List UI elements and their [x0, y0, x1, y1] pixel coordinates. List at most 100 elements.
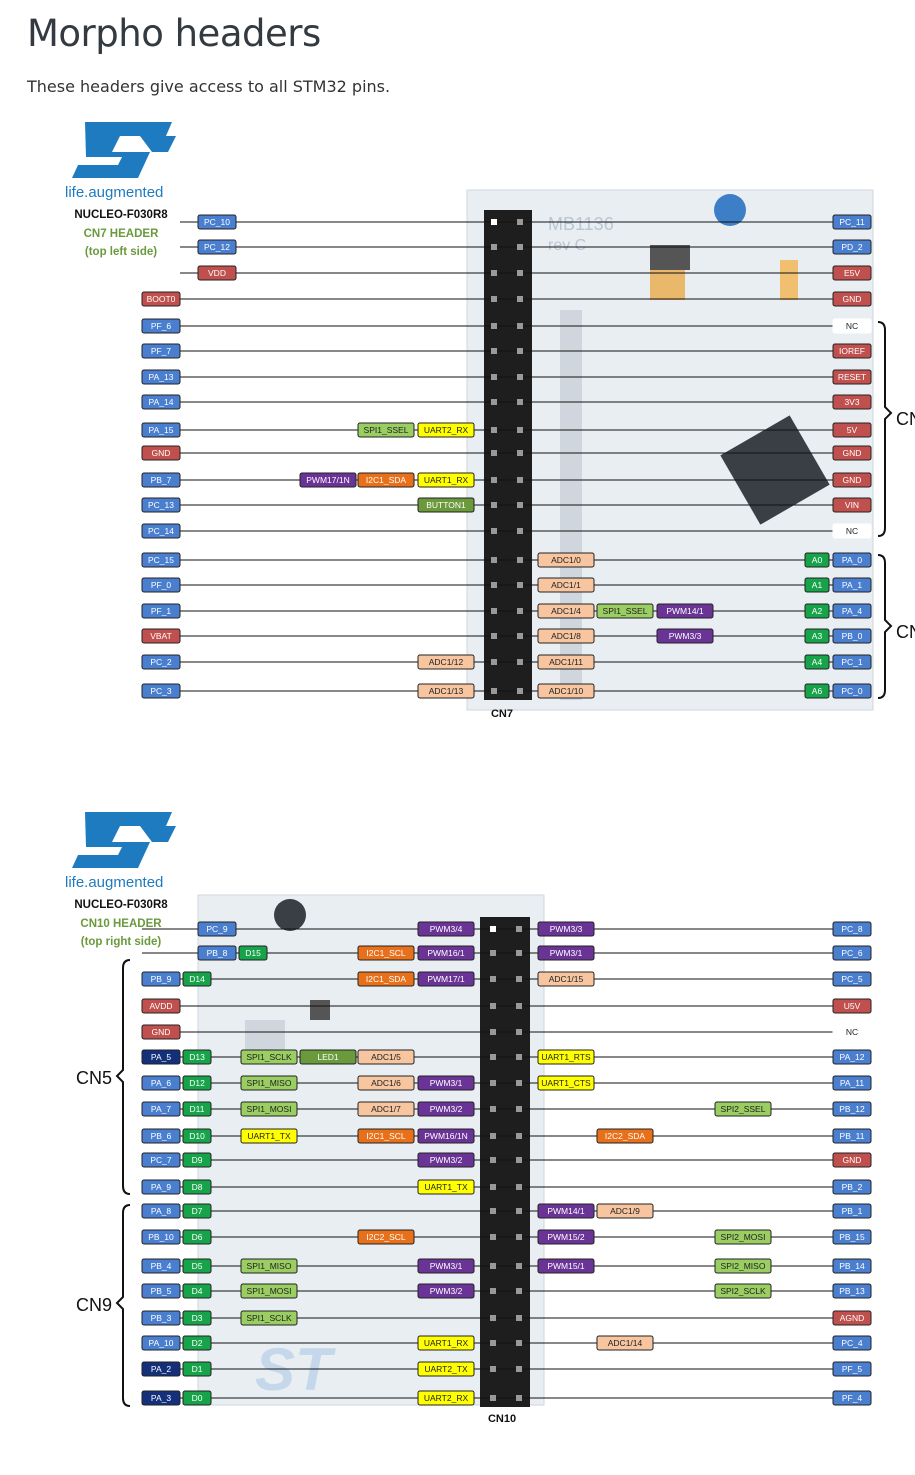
pin-label-reset: RESET: [832, 369, 872, 385]
pin-label-pwm3-1: PWM3/1: [417, 1258, 475, 1274]
svg-text:SPI1_SSEL: SPI1_SSEL: [364, 425, 409, 435]
board-name: NUCLEO-F030R8: [74, 899, 168, 911]
svg-text:PB_6: PB_6: [151, 1131, 172, 1141]
pin: [516, 1106, 522, 1112]
svg-text:D14: D14: [189, 974, 205, 984]
pin: [490, 950, 496, 956]
pin-label-adc1-8: ADC1/8: [537, 628, 595, 644]
pin-label-pa-13: PA_13: [141, 369, 181, 385]
pin-label-pc-1: PC_1: [832, 654, 872, 670]
bracket-label-bottom: CN: [896, 622, 915, 642]
svg-text:I2C1_SDA: I2C1_SDA: [366, 475, 406, 485]
pin-label-a6: A6: [804, 683, 830, 699]
pin: [517, 270, 523, 276]
connector-label: CN10: [488, 1413, 516, 1425]
svg-text:PF_7: PF_7: [151, 346, 172, 356]
pin: [491, 296, 497, 302]
pin-label-pc-10: PC_10: [197, 214, 237, 230]
svg-text:ADC1/9: ADC1/9: [610, 1206, 640, 1216]
header-title: CN7 HEADER: [84, 228, 159, 240]
svg-text:IOREF: IOREF: [839, 346, 865, 356]
pin-label-u5v: U5V: [832, 998, 872, 1014]
pin-label-a3: A3: [804, 628, 830, 644]
svg-text:SPI1_MOSI: SPI1_MOSI: [247, 1104, 292, 1114]
svg-text:D1: D1: [192, 1364, 203, 1374]
svg-text:UART2_RX: UART2_RX: [424, 1393, 469, 1403]
svg-text:PF_1: PF_1: [151, 606, 172, 616]
pin: [490, 1366, 496, 1372]
pin: [490, 926, 496, 932]
svg-text:PWM17/1N: PWM17/1N: [306, 475, 349, 485]
pin-label-pwm16-1n: PWM16/1N: [417, 1128, 475, 1144]
pin-label-pa-9: PA_9: [141, 1179, 181, 1195]
pin-label-pb-6: PB_6: [141, 1128, 181, 1144]
pin-label-pb-2: PB_2: [832, 1179, 872, 1195]
pin-label-adc1-4: ADC1/4: [537, 603, 595, 619]
pin-label-pb-11: PB_11: [832, 1128, 872, 1144]
svg-text:GND: GND: [152, 448, 171, 458]
pin-label-pd-2: PD_2: [832, 239, 872, 255]
pin-label-adc1-10: ADC1/10: [537, 683, 595, 699]
pin-label-pc-14: PC_14: [141, 523, 181, 539]
svg-text:A0: A0: [812, 555, 823, 565]
pin: [516, 1157, 522, 1163]
bracket-top: [877, 321, 893, 537]
pin-label-e5v: E5V: [832, 265, 872, 281]
pin-label-pa-12: PA_12: [832, 1049, 872, 1065]
svg-text:PC_3: PC_3: [150, 686, 172, 696]
pin-label-nc: NC: [832, 1024, 872, 1040]
page-title: Morpho headers: [27, 12, 321, 55]
svg-text:ADC1/15: ADC1/15: [549, 974, 584, 984]
pin-label-uart2-tx: UART2_TX: [417, 1361, 475, 1377]
pin-label-pwm3-3: PWM3/3: [656, 628, 714, 644]
pin-label-pa-15: PA_15: [141, 422, 181, 438]
pin-label-a2: A2: [804, 603, 830, 619]
svg-text:A2: A2: [812, 606, 823, 616]
pin: [490, 1080, 496, 1086]
pin-label-pc-5: PC_5: [832, 971, 872, 987]
svg-text:PA_15: PA_15: [149, 425, 174, 435]
pin: [516, 1184, 522, 1190]
pin-label-pf-6: PF_6: [141, 318, 181, 334]
pin-label-a4: A4: [804, 654, 830, 670]
svg-text:PA_12: PA_12: [840, 1052, 865, 1062]
pin: [491, 219, 497, 225]
pin: [491, 348, 497, 354]
svg-text:PC_15: PC_15: [148, 555, 174, 565]
pin-label-pb-12: PB_12: [832, 1101, 872, 1117]
pin: [490, 1208, 496, 1214]
svg-text:PC_11: PC_11: [839, 217, 865, 227]
svg-text:D8: D8: [192, 1182, 203, 1192]
svg-text:UART1_TX: UART1_TX: [247, 1131, 291, 1141]
logo-tagline: life.augmented: [65, 184, 163, 201]
svg-text:UART1_RX: UART1_RX: [424, 475, 469, 485]
pin: [490, 1029, 496, 1035]
pin-label-pa-2: PA_2: [141, 1361, 181, 1377]
pin-label-pa-4: PA_4: [832, 603, 872, 619]
pin: [490, 1054, 496, 1060]
pin-label-pc-13: PC_13: [141, 497, 181, 513]
svg-text:D0: D0: [192, 1393, 203, 1403]
pin-label-pb-8: PB_8: [197, 945, 237, 961]
pin: [517, 427, 523, 433]
svg-text:D7: D7: [192, 1206, 203, 1216]
svg-text:UART2_RX: UART2_RX: [424, 425, 469, 435]
pin-label-vdd: VDD: [197, 265, 237, 281]
pin-label-pwm15-2: PWM15/2: [537, 1229, 595, 1245]
pin-label-spi1-sclk: SPI1_SCLK: [240, 1310, 298, 1326]
pin-label-pc-2: PC_2: [141, 654, 181, 670]
pin-label-pc-11: PC_11: [832, 214, 872, 230]
pin-label-a0: A0: [804, 552, 830, 568]
svg-text:PC_10: PC_10: [204, 217, 230, 227]
pin-label-button1: BUTTON1: [417, 497, 475, 513]
pin: [490, 1315, 496, 1321]
svg-text:GND: GND: [843, 1155, 862, 1165]
svg-text:PB_8: PB_8: [207, 948, 228, 958]
pin: [516, 950, 522, 956]
pin-label-pb-5: PB_5: [141, 1283, 181, 1299]
svg-text:PA_0: PA_0: [842, 555, 862, 565]
pin-label-ioref: IOREF: [832, 343, 872, 359]
pin-label-pwm14-1: PWM14/1: [656, 603, 714, 619]
svg-text:PWM3/1: PWM3/1: [430, 1261, 463, 1271]
pin-label-pa-6: PA_6: [141, 1075, 181, 1091]
